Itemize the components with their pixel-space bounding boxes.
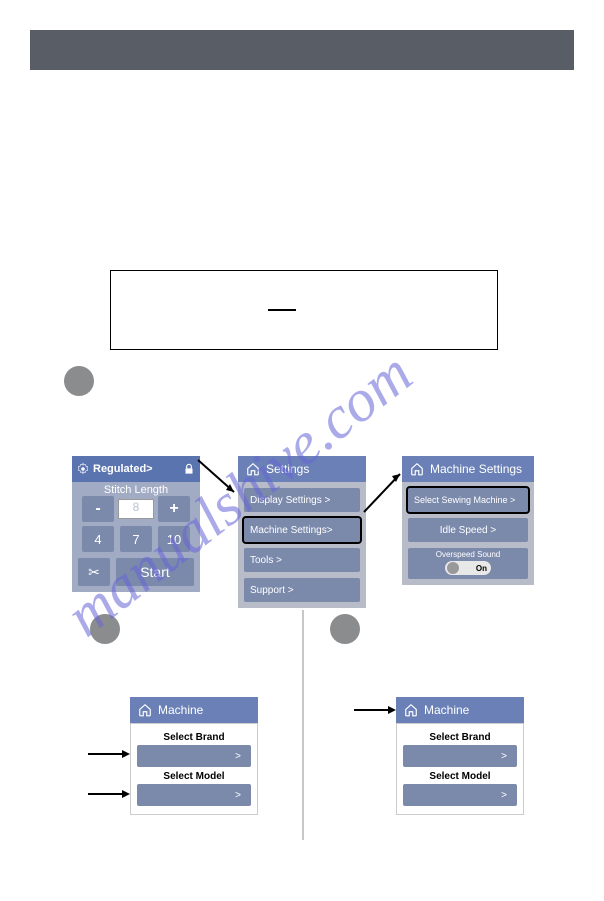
minus-button[interactable]: -: [82, 496, 114, 522]
machine-select-panel-right: Machine Select Brand > Select Model >: [396, 697, 524, 815]
settings-panel: Settings Display Settings > Machine Sett…: [238, 456, 366, 608]
arrow-brand-left: [86, 748, 132, 760]
preset-7-button[interactable]: 7: [120, 526, 152, 552]
machine-select-panel-left: Machine Select Brand > Select Model >: [130, 697, 258, 815]
step-3-circle: [330, 614, 360, 644]
machine-title-right: Machine: [424, 703, 469, 717]
vertical-divider: [302, 610, 304, 840]
instruction-box: [110, 270, 498, 350]
idle-speed-button[interactable]: Idle Speed >: [408, 518, 528, 542]
stitch-row: - 8 +: [72, 496, 200, 526]
select-model-label-left: Select Model: [137, 771, 251, 782]
preset-row: 4 7 10: [72, 526, 200, 558]
overspeed-toggle-row: Overspeed Sound On: [408, 548, 528, 579]
select-brand-button-left[interactable]: >: [137, 745, 251, 767]
regulated-panel: Regulated> Stitch Length - 8 + 4 7 10 ✂ …: [72, 456, 200, 592]
tools-button[interactable]: Tools >: [244, 548, 360, 572]
arrow-machine-right: [352, 704, 398, 716]
settings-body: Display Settings > Machine Settings> Too…: [238, 482, 366, 608]
regulated-body: Stitch Length - 8 + 4 7 10 ✂ Start: [72, 482, 200, 592]
bottom-row: ✂ Start: [72, 558, 200, 592]
select-model-button-right[interactable]: >: [403, 784, 517, 806]
support-button[interactable]: Support >: [244, 578, 360, 602]
header-bar: [30, 30, 574, 70]
machine-header-left[interactable]: Machine: [130, 697, 258, 723]
step-1-circle: [64, 366, 94, 396]
machine-settings-panel: Machine Settings Select Sewing Machine >…: [402, 456, 534, 585]
overspeed-toggle[interactable]: On: [445, 561, 491, 575]
machine-header-right[interactable]: Machine: [396, 697, 524, 723]
machine-title-left: Machine: [158, 703, 203, 717]
scissors-button[interactable]: ✂: [78, 558, 110, 586]
machine-select-body-right: Select Brand > Select Model >: [396, 723, 524, 815]
stitch-value[interactable]: 8: [118, 499, 154, 519]
select-model-button-left[interactable]: >: [137, 784, 251, 806]
select-brand-label-right: Select Brand: [403, 732, 517, 743]
home-icon: [246, 462, 260, 476]
gear-icon: [76, 462, 90, 476]
preset-10-button[interactable]: 10: [158, 526, 190, 552]
arrow-model-left: [86, 788, 132, 800]
toggle-knob: [447, 562, 459, 574]
arrow-1: [196, 456, 242, 500]
start-button[interactable]: Start: [116, 558, 194, 586]
home-icon: [138, 703, 152, 717]
select-brand-label-left: Select Brand: [137, 732, 251, 743]
arrow-2: [362, 468, 408, 516]
overspeed-label: Overspeed Sound: [408, 550, 528, 559]
step-2-circle: [90, 614, 120, 644]
machine-select-body-left: Select Brand > Select Model >: [130, 723, 258, 815]
dash-divider: [268, 309, 296, 311]
select-sewing-machine-button[interactable]: Select Sewing Machine >: [408, 488, 528, 512]
home-icon: [404, 703, 418, 717]
machine-settings-title: Machine Settings: [430, 462, 522, 476]
toggle-on-label: On: [476, 564, 487, 573]
regulated-header[interactable]: Regulated>: [72, 456, 200, 482]
display-settings-button[interactable]: Display Settings >: [244, 488, 360, 512]
machine-settings-body: Select Sewing Machine > Idle Speed > Ove…: [402, 482, 534, 585]
select-model-label-right: Select Model: [403, 771, 517, 782]
regulated-title: Regulated>: [93, 463, 153, 475]
lock-icon: [182, 462, 196, 476]
machine-settings-header[interactable]: Machine Settings: [402, 456, 534, 482]
settings-header[interactable]: Settings: [238, 456, 366, 482]
home-icon: [410, 462, 424, 476]
preset-4-button[interactable]: 4: [82, 526, 114, 552]
select-brand-button-right[interactable]: >: [403, 745, 517, 767]
machine-settings-button[interactable]: Machine Settings>: [244, 518, 360, 542]
plus-button[interactable]: +: [158, 496, 190, 522]
settings-title: Settings: [266, 462, 309, 476]
stitch-length-label: Stitch Length: [72, 482, 200, 496]
